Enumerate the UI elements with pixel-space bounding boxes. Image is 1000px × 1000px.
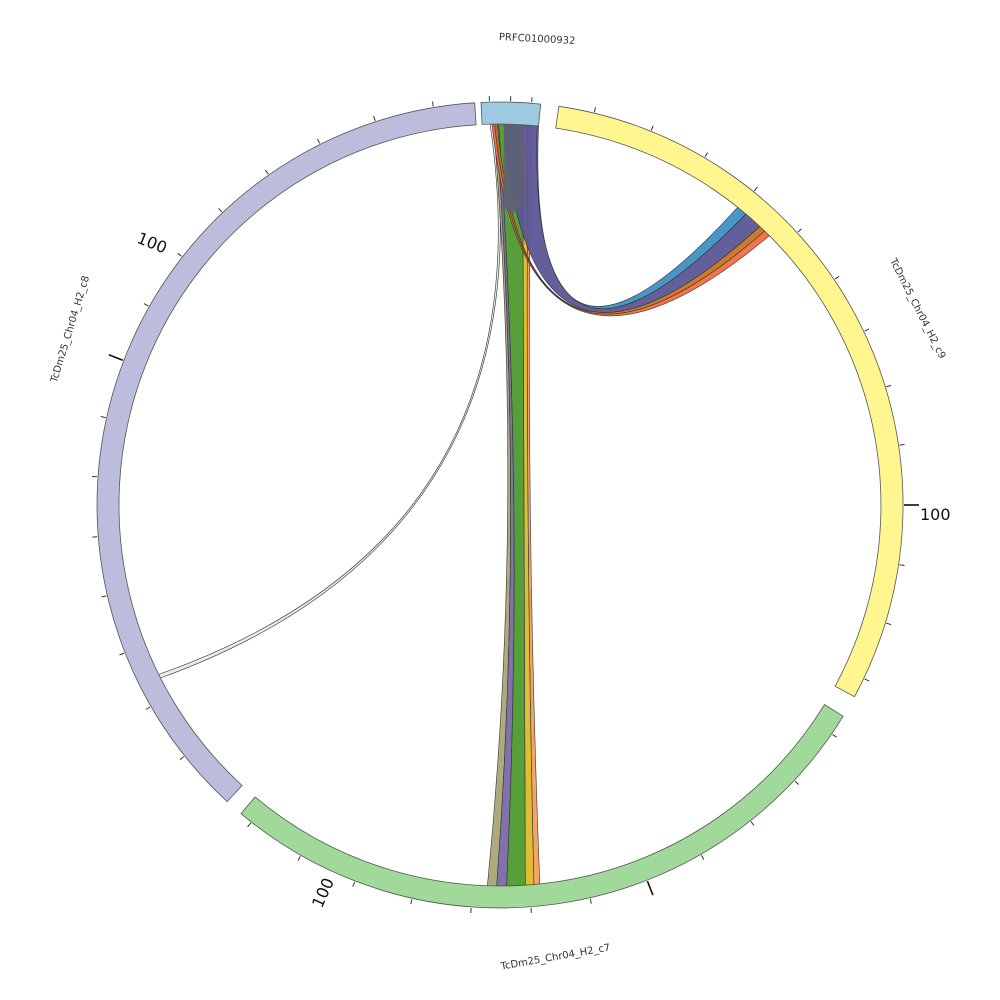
tick-c8 xyxy=(143,303,149,307)
link-ribbon-5 xyxy=(503,123,761,313)
segment-label-prfc01000932: PRFC01000932 xyxy=(499,32,576,47)
tick-c8 xyxy=(218,207,223,213)
tick-c7 xyxy=(794,780,799,785)
tick-c9 xyxy=(704,152,709,158)
segment-prfc01000932 xyxy=(480,101,542,127)
tick-c9 xyxy=(864,328,870,332)
segment-c8 xyxy=(96,102,477,803)
tick-c9 xyxy=(864,678,870,682)
tick-c7 xyxy=(750,821,755,826)
tick-label-c7-100: 100 xyxy=(308,875,338,911)
tick-c8-major xyxy=(108,354,124,361)
link-ribbon-6 xyxy=(536,125,747,309)
tick-label-c9-100: 100 xyxy=(920,505,951,524)
tick-c9 xyxy=(593,107,596,113)
tick-c9 xyxy=(899,444,905,446)
tick-c8 xyxy=(145,706,151,710)
tick-c9 xyxy=(886,384,892,388)
tick-c8 xyxy=(317,138,321,144)
link-overlap-region xyxy=(503,124,524,213)
tick-c7 xyxy=(832,733,837,738)
tick-c7 xyxy=(297,856,301,861)
tick-c8 xyxy=(177,252,182,257)
segment-c9 xyxy=(555,105,904,698)
tick-c9 xyxy=(834,275,840,280)
tick-c9 xyxy=(753,186,758,192)
segment-c7 xyxy=(240,704,844,909)
tick-c8 xyxy=(264,169,269,175)
segment-label-c7: TcDm25_Chr04_H2_c7 xyxy=(499,942,611,972)
tick-c9 xyxy=(899,564,905,566)
tick-c8 xyxy=(179,756,185,760)
tick-label-c8-100: 100 xyxy=(134,228,169,257)
tick-c9 xyxy=(886,622,892,626)
tick-c7 xyxy=(410,899,413,905)
segment-label-c9: TcDm25_Chr04_H2_c9 xyxy=(887,256,948,361)
tick-c7 xyxy=(589,898,592,904)
tick-c8 xyxy=(373,115,376,121)
tick-c9 xyxy=(650,125,654,131)
tick-c8 xyxy=(432,101,434,107)
segment-label-c8: TcDm25_Chr04_H2_c8 xyxy=(49,275,92,385)
links-layer xyxy=(158,123,770,887)
tick-c7 xyxy=(700,854,705,860)
tick-c8 xyxy=(119,652,125,656)
ticks-layer xyxy=(91,96,919,914)
segments-layer xyxy=(96,101,904,909)
tick-c8 xyxy=(101,595,107,598)
tick-c7-major xyxy=(646,880,654,896)
tick-c7 xyxy=(247,822,252,828)
tick-c7 xyxy=(352,881,356,887)
link-ribbon-9 xyxy=(158,123,501,679)
tick-c8 xyxy=(100,416,106,419)
tick-c9 xyxy=(797,228,802,233)
